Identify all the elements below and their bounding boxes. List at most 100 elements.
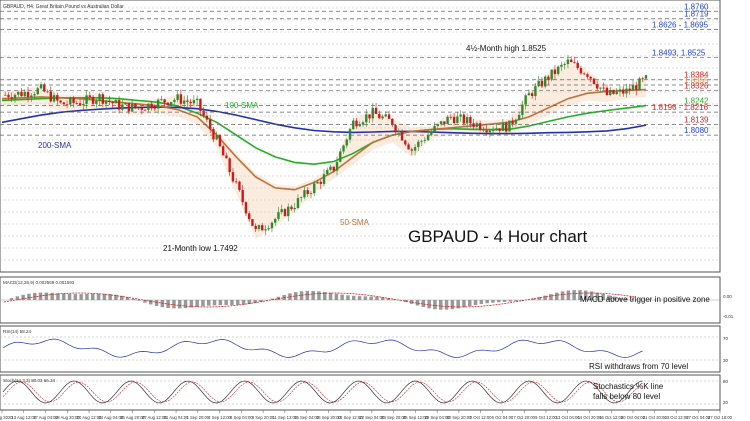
candle-body	[114, 100, 118, 104]
candle-body	[26, 91, 30, 97]
macd-bar	[259, 300, 263, 302]
candle-body	[543, 76, 547, 87]
candle-body	[400, 131, 404, 141]
candle-body	[75, 102, 79, 104]
candle-body	[182, 100, 186, 104]
candle-body	[238, 181, 241, 191]
candle-body	[160, 99, 163, 101]
candle-body	[316, 181, 319, 184]
x-tick-label: 24 Aug 04:00	[98, 415, 123, 420]
macd-bar	[624, 298, 629, 300]
macd-bar	[357, 296, 362, 300]
candle-body	[459, 114, 462, 117]
candle-body	[4, 94, 7, 96]
candle-body	[147, 103, 150, 110]
x-tick-label: 9 Oct 12:00	[535, 415, 557, 420]
macd-bar	[230, 300, 234, 306]
candle-body	[563, 64, 566, 65]
stoch-scale-bottom: 20	[723, 400, 729, 405]
candle-body	[335, 161, 339, 171]
annotation-low: 21-Month low 1.7492	[163, 244, 238, 253]
macd-scale-bottom: -0.01	[723, 314, 734, 319]
candle-body	[407, 144, 410, 150]
candle-body	[23, 91, 26, 97]
candle-body	[537, 80, 540, 87]
macd-bar	[595, 292, 600, 300]
candle-body	[332, 166, 335, 171]
candle-body	[439, 121, 443, 125]
macd-bar	[108, 294, 112, 300]
x-tick-label: 14 Oct 20:00	[577, 415, 602, 420]
macd-bar	[79, 294, 83, 300]
x-tick-label: 22 Sep 04:00	[359, 415, 385, 420]
x-tick-label: 23 Oct 12:00	[664, 415, 689, 420]
candle-body	[361, 122, 365, 125]
candle-body	[426, 134, 430, 141]
level-label: 1.8760	[684, 2, 709, 11]
macd-bar	[67, 293, 72, 300]
macd-bar	[346, 295, 350, 300]
level-label: 1.8493, 1.8525	[652, 49, 706, 58]
macd-bar	[44, 292, 49, 300]
x-tick-label: 31 Aug 04:00	[164, 415, 189, 420]
x-tick-label: 2 Oct 12:00	[470, 415, 492, 420]
candle-body	[82, 103, 85, 106]
candle-body	[322, 174, 326, 184]
candle-body	[638, 78, 641, 90]
candle-body	[65, 104, 69, 106]
candle-body	[7, 94, 10, 98]
candle-body	[345, 139, 348, 146]
candle-body	[540, 80, 544, 87]
candle-body	[449, 116, 453, 118]
candle-body	[508, 120, 511, 132]
candle-body	[189, 101, 192, 104]
candle-body	[46, 91, 49, 93]
macd-bar	[555, 292, 559, 300]
macd-bar	[236, 300, 240, 305]
stoch-k-line	[2, 380, 643, 404]
candle-body	[49, 91, 52, 102]
candle-body	[615, 91, 618, 95]
candle-body	[303, 190, 306, 198]
macd-bar	[172, 300, 176, 309]
candle-body	[69, 98, 72, 105]
macd-bar	[160, 300, 165, 308]
macd-bar	[601, 293, 605, 300]
candle-body	[130, 103, 134, 112]
candle-body	[104, 100, 108, 104]
candle-body	[254, 225, 257, 229]
macd-bar	[589, 291, 594, 300]
candle-body	[456, 116, 459, 124]
macd-bar	[485, 300, 489, 304]
candle-body	[192, 100, 196, 104]
macd-bar	[468, 300, 472, 307]
candle-body	[576, 62, 579, 69]
candle-body	[488, 130, 492, 133]
candle-body	[342, 145, 345, 152]
macd-bar	[549, 294, 553, 300]
x-tick-label: 20 Oct 04:00	[621, 415, 646, 420]
candle-body	[231, 172, 235, 182]
macd-bar	[514, 300, 518, 302]
macd-note: MACD above trigger in positive zone	[580, 295, 710, 304]
macd-bar	[241, 300, 246, 305]
candle-body	[410, 149, 414, 151]
candle-body	[644, 75, 648, 79]
x-tick-label: 30 Sep 20:00	[446, 415, 472, 420]
x-tick-label: 27 Oct 04:00	[686, 415, 711, 420]
candle-body	[309, 193, 313, 195]
annotation-sma200: 200-SMA	[38, 141, 72, 150]
annotation-sma100: 100-SMA	[225, 101, 259, 110]
stoch-note-line1: Stochastics %K line	[593, 382, 664, 391]
stoch-scale-top: 80	[723, 379, 729, 384]
candle-body	[430, 131, 433, 135]
x-tick-label: 6 Oct 04:00	[492, 415, 514, 420]
macd-bar	[143, 300, 147, 303]
candle-body	[609, 89, 612, 96]
candle-body	[511, 120, 514, 124]
macd-bar	[410, 300, 414, 304]
candle-body	[381, 116, 384, 119]
x-tick-label: 17 Aug 04:00	[33, 415, 58, 420]
candle-body	[472, 123, 475, 127]
candle-body	[143, 109, 147, 111]
